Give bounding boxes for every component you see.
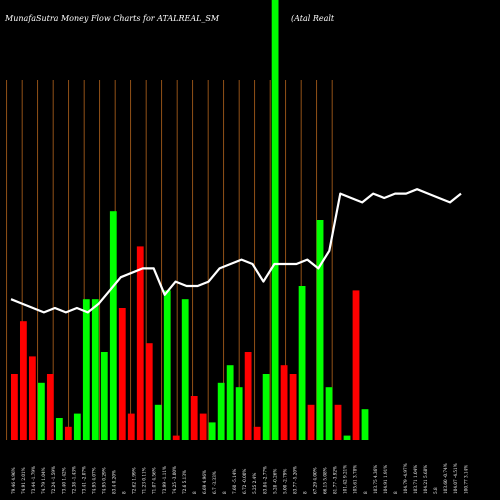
bar [244,352,252,440]
x-tick-label: 5.00 -2.79% [282,469,287,494]
bar [361,409,369,440]
chart-title: MunafaSutra Money Flow Charts for ATALRE… [4,14,220,23]
bar [307,404,315,440]
x-tick-label: 73.41 -2.07% [81,466,86,494]
bar [226,365,234,440]
bar [11,374,18,440]
bar [325,387,333,440]
bar [109,211,117,440]
x-tick-label: 101.42 9.21% [343,465,348,494]
money-flow-line [10,188,462,314]
bar [316,220,324,440]
x-tick-label: 73.40 1.42% [61,467,66,494]
x-tick-label: 83.84 -2.77% [262,466,267,494]
bars [11,0,369,440]
bar [91,299,99,440]
x-tick-label: 66.15 5.08% [323,467,328,494]
x-tick-label: 72.24 -1.59% [51,466,56,494]
x-tick-label: 73.99 -1.11% [162,466,167,494]
x-tick-label: 81.77 -3.92% [333,466,338,494]
bar [136,246,144,440]
bar [154,404,162,440]
bar [181,299,189,440]
x-tick-label: 8 [222,491,227,494]
x-tick-label: 73.44 -1.79% [31,466,36,494]
x-tick-label: 83.77 -5.20% [292,466,297,494]
bar [145,343,153,440]
bar [163,290,171,440]
x-tick-label: 67.29 4.00% [313,467,318,494]
x-tick-label: 104.79 -4.97% [403,463,408,494]
x-tick-label: 8 [122,491,127,494]
bar [298,286,306,440]
x-tick-labels: 79.46 4.96% 74.91 2.01% 73.44 -1.79% 74.79 … [11,463,468,494]
bar [100,352,108,440]
bar [271,0,279,440]
x-tick-label: 74.95 0.29% [101,467,106,494]
bar [55,418,63,440]
x-tick-label: 71.23 0.11% [142,467,147,494]
bar [280,365,288,440]
x-tick-label: 100.77 3.14% [463,465,468,494]
x-tick-label: 6.69 4.96% [202,470,207,494]
x-tick-label: 104.07 -4.51% [453,463,458,494]
x-tick-label: 5.28 -0.26% [272,469,277,494]
bar [82,299,90,440]
x-tick-label: 103.71 1.04% [413,465,418,494]
bar [235,387,243,440]
bar [127,413,135,440]
x-tick-label: 5.25 2.4% [252,473,257,494]
bar [199,413,207,440]
x-tick-label: 74.25 -3.00% [172,466,177,494]
money-flow-polyline [10,188,462,314]
x-tick-label: 72.62 1.99% [132,467,137,494]
bar [289,374,297,440]
x-tick-label: 8 [363,491,368,494]
bar [253,426,261,440]
bar [334,404,342,440]
bar [343,435,351,440]
bar [37,382,45,440]
x-tick-label: 103.75 4.36% [373,465,378,494]
x-tick-label: 5.8 [433,487,438,494]
x-tick-label: 74.91 2.01% [21,467,26,494]
x-tick-label: 105.61 3.78% [353,465,358,494]
bar [64,426,72,440]
chart-subtitle: (Atal Realt [291,14,335,23]
bar [217,382,225,440]
bar [172,435,180,440]
x-tick-label: 8 [302,491,307,494]
x-tick-label: 6.7 -3.33% [212,471,217,494]
bar [19,321,27,440]
bar [73,413,81,440]
x-tick-label: 8 [393,491,398,494]
x-tick-label: 72.38 -1.43% [71,466,76,494]
bar [28,356,36,440]
x-tick-label: 83.4 0.20% [112,470,117,494]
x-tick-label: 74.79 1.04% [41,467,46,494]
x-tick-label: 7.60 -5.14% [232,469,237,494]
bar [190,396,198,440]
bar [352,290,360,440]
bar [262,374,270,440]
x-tick-label: 79.46 4.96% [11,467,16,494]
x-tick-label: 72.6 5.13% [182,470,187,494]
bar [118,308,126,440]
x-tick-label: 74.95 4.07% [91,467,96,494]
x-tick-label: 71.07 4.56% [152,467,157,494]
bar [46,374,54,440]
x-tick-label: 6.72 -0.00% [242,469,247,494]
bar [208,422,216,440]
x-tick-label: 103.60 -0.74% [443,463,448,494]
x-tick-label: 8 [192,491,197,494]
x-tick-label: 104.91 1.91% [383,465,388,494]
x-tick-label: 104.21 5.68% [423,465,428,494]
